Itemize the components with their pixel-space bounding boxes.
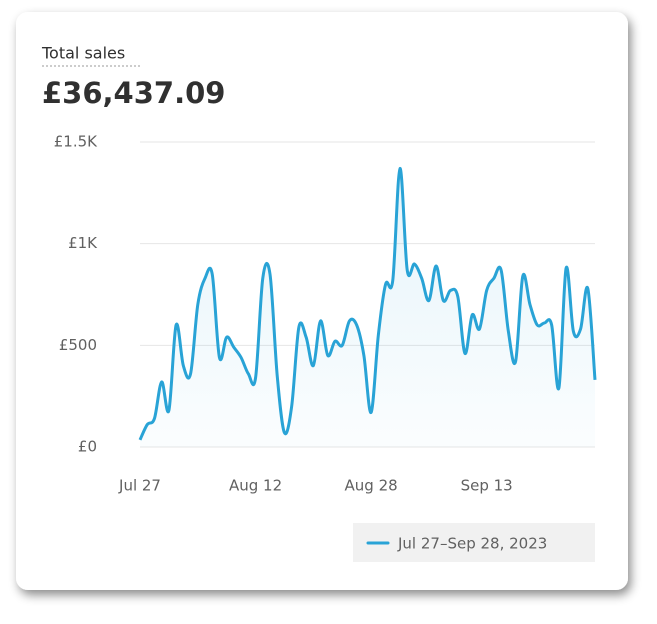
y-tick-label: £500	[59, 336, 97, 354]
y-tick-label: £1.5K	[54, 133, 98, 151]
x-tick-label: Aug 12	[229, 477, 282, 495]
chart-title: Total sales	[41, 44, 125, 63]
y-tick-label: £0	[78, 438, 97, 456]
x-tick-label: Sep 13	[461, 477, 513, 495]
total-value: £36,437.09	[42, 76, 225, 110]
legend-box	[353, 523, 595, 562]
area	[140, 168, 595, 447]
x-tick-label: Jul 27	[118, 477, 161, 495]
y-tick-label: £1K	[68, 234, 98, 252]
line	[138, 166, 597, 441]
legend-label: Jul 27–Sep 28, 2023	[397, 535, 547, 553]
x-tick-label: Aug 28	[345, 477, 398, 495]
